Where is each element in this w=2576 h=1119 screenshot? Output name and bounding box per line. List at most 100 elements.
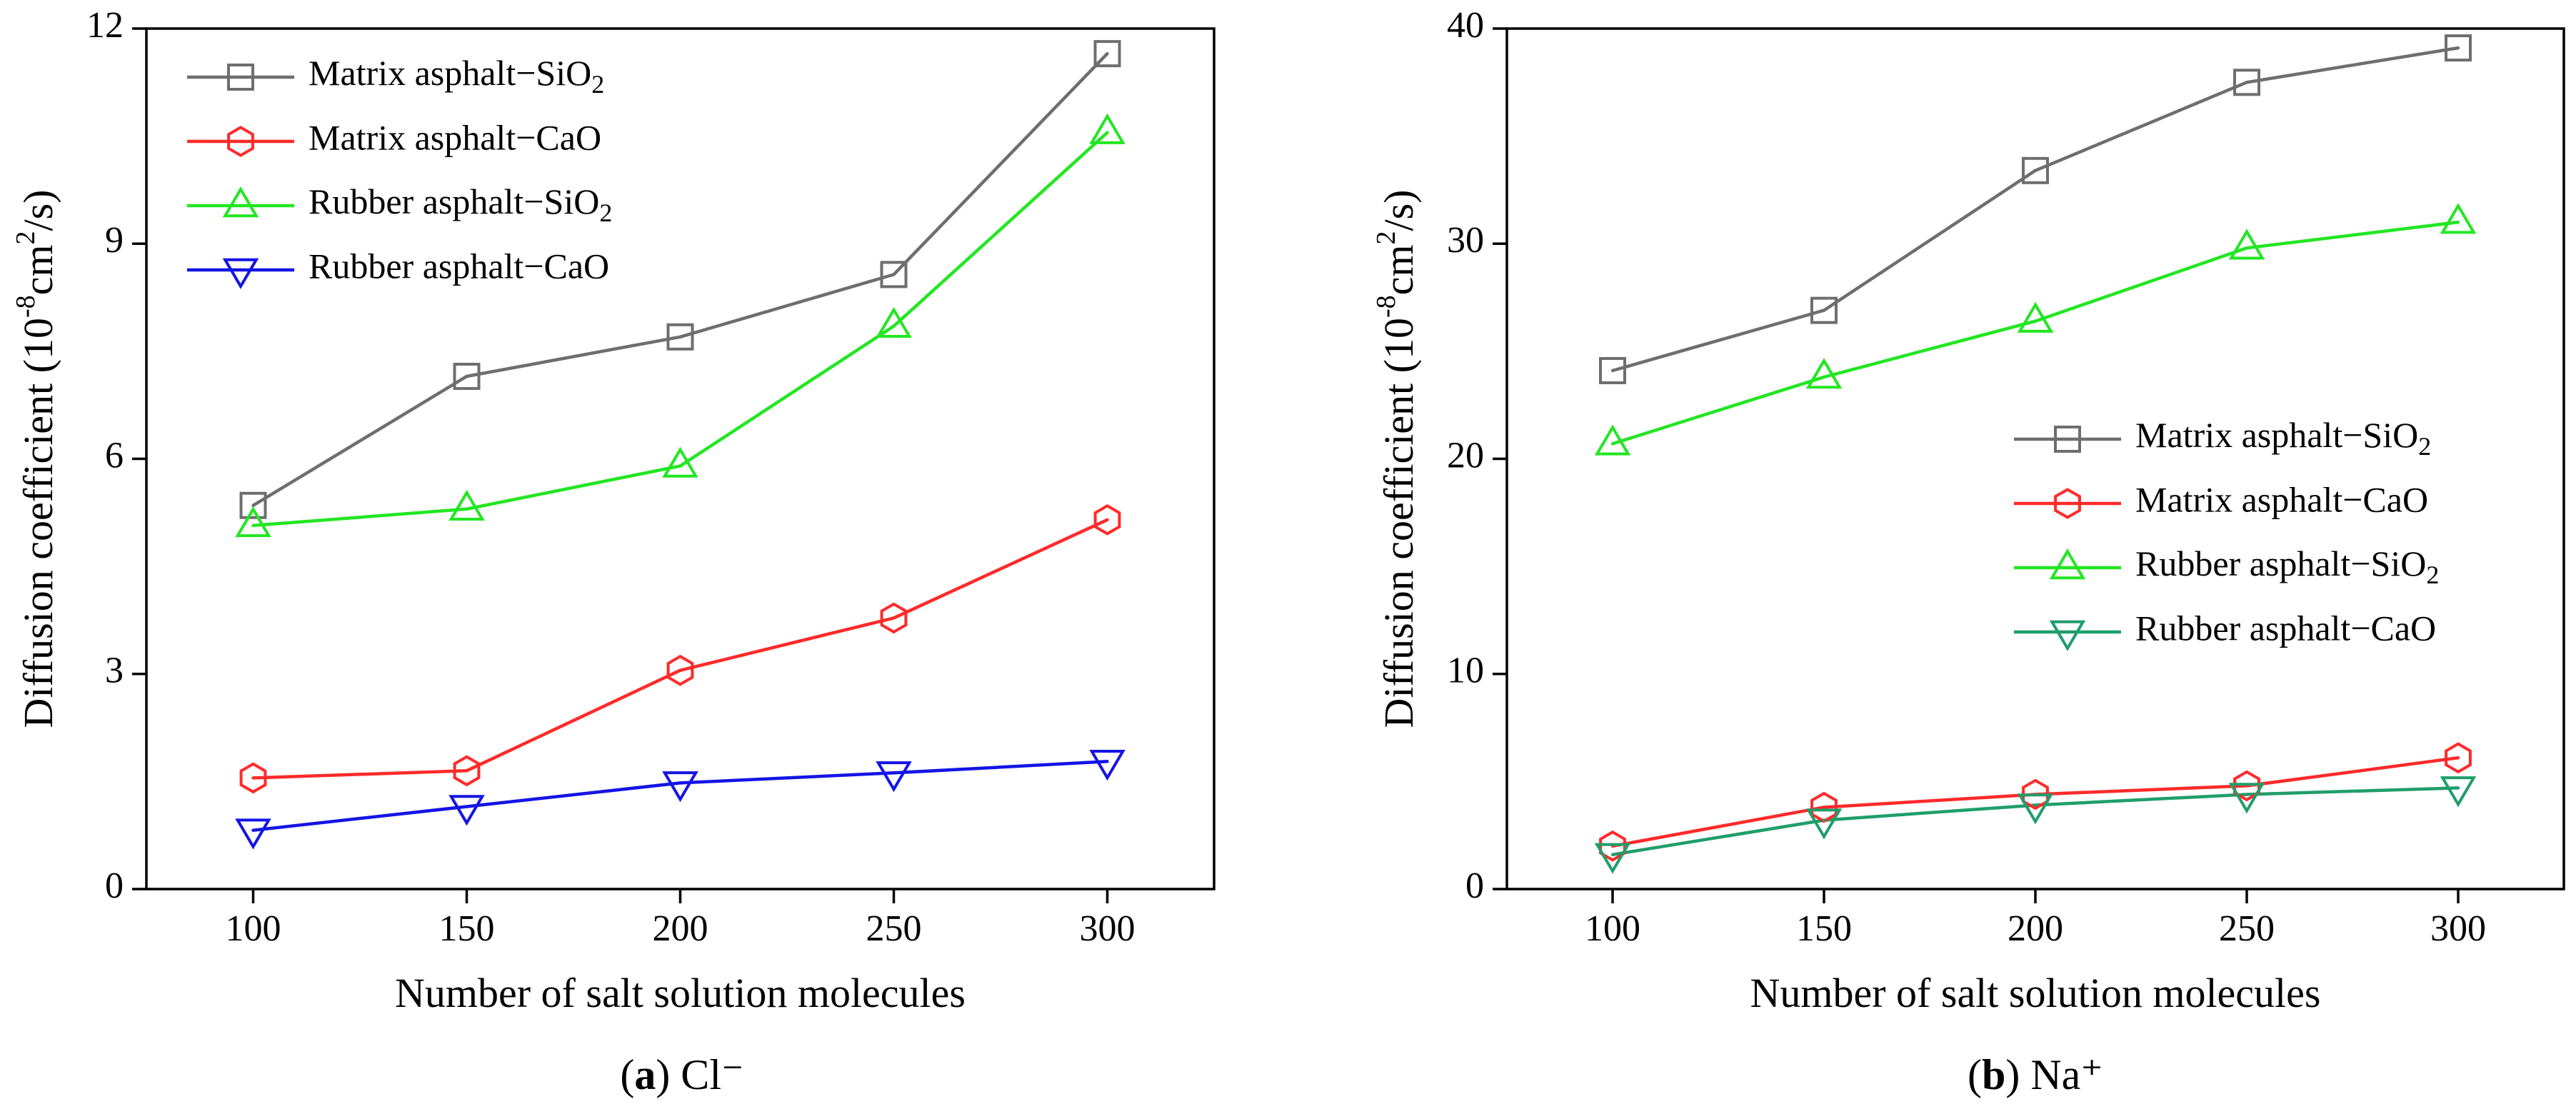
panel-b-series-3-point-1-center-dot (1822, 818, 1826, 822)
panel-a-y-tick-label-0: 0 (105, 865, 124, 906)
panel-a-legend: Matrix asphalt−SiO2 Matrix asphalt−CaO Rub… (187, 53, 612, 289)
panel-a-x-tick-label-2: 200 (653, 908, 708, 949)
panel-a-series-3-point-0-center-dot (251, 828, 255, 832)
panel-a-y-tick-label-2: 6 (105, 435, 124, 476)
panel-a-series-0-point-1 (453, 363, 481, 391)
panel-a-series-0-point-0-center-dot (251, 503, 255, 507)
panel-b-series-0-point-4-center-dot (2456, 46, 2460, 50)
panel-a-series-3-point-1-shape (448, 795, 485, 826)
panel-b-legend-marker-1 (2054, 488, 2081, 519)
panel-a-series-2-point-1-shape (448, 489, 485, 521)
panel-a-series-1-point-4 (1093, 503, 1121, 536)
panel-b-legend-marker-3-shape (2049, 620, 2086, 651)
panel-a-x-tick-label-0: 100 (226, 908, 281, 949)
panel-b-series-2-point-2 (2017, 301, 2054, 333)
panel-a-series-3-point-3-center-dot (892, 771, 896, 775)
panel-a-caption: (a) Cl⁻ (620, 1051, 743, 1098)
panel-b-series-2-point-4-center-dot (2456, 220, 2460, 224)
panel-a-series-0-point-4-shape (1093, 40, 1121, 68)
panel-b-series-2-point-1-shape (1805, 358, 1843, 389)
panel-b-series-3-point-4 (2440, 776, 2477, 808)
panel-b-series-2-point-3-shape (2228, 229, 2265, 260)
panel-b-series-3-point-2-center-dot (2033, 803, 2038, 807)
panel-b-y-tick-label-2: 20 (1447, 435, 1484, 476)
panel-b-x-tick-label-3: 250 (2219, 908, 2275, 949)
panel-a-series-3-point-4-shape (1089, 750, 1126, 781)
panel-b-series-3-point-2 (2017, 793, 2054, 825)
panel-b-series-2-point-0-shape (1594, 424, 1631, 456)
panel-b-series-0-point-3-center-dot (2245, 81, 2249, 84)
panel-a-series-0-point-2-center-dot (678, 335, 682, 338)
panel-b-series-3-point-0-shape (1594, 843, 1631, 874)
panel-a-series-1-point-1-center-dot (465, 769, 468, 773)
panel-b-series-2-point-0-center-dot (1610, 442, 1615, 446)
panel-a-x-tick-label-4: 300 (1080, 908, 1136, 949)
panel-b-series-3-point-1-shape (1805, 808, 1843, 840)
panel-a-plot-frame (145, 27, 1216, 890)
panel-b-legend-marker-2 (2049, 548, 2086, 580)
panel-a-series-0-point-3 (880, 261, 908, 288)
panel-a-series-2-point-0-shape (235, 506, 271, 538)
panel-b-series-3-point-0 (1594, 843, 1631, 874)
panel-a-series-2-point-4 (1089, 113, 1126, 144)
panel-a-legend-marker-0-center-dot (239, 75, 243, 79)
panel-b-legend-label-2: Rubber asphalt−SiO2 (2135, 543, 2439, 589)
panel-b-series-0-point-2-shape (2022, 156, 2049, 184)
panel-a-legend-label-2: Rubber asphalt−SiO2 (309, 181, 612, 227)
panel-a-series-2-point-3 (876, 306, 912, 338)
panel-b-series-0-point-4-shape (2445, 34, 2472, 62)
panel-b-series-3-point-3 (2228, 783, 2265, 814)
panel-a-series-1-point-0-center-dot (251, 776, 255, 780)
panel-b-legend-label-0: Matrix asphalt−SiO2 (2135, 415, 2431, 461)
panel-a-x-tick-label-1: 150 (439, 908, 495, 949)
panel-b-y-tick-label-3: 30 (1447, 220, 1484, 261)
panel-a-series-0-point-3-shape (880, 261, 908, 288)
panel-b-x-axis-title: Number of salt solution molecules (1750, 970, 2321, 1016)
panel-b-series-3-point-3-center-dot (2245, 793, 2249, 796)
panel-b-series-1-point-4-center-dot (2456, 756, 2460, 760)
panel-a-series-1-point-2-center-dot (678, 668, 682, 672)
panel-b-series-2-point-4-shape (2440, 203, 2477, 234)
panel-b-series-2-point-1-center-dot (1822, 375, 1826, 379)
panel-b-caption: (b) Na⁺ (1968, 1051, 2103, 1098)
panel-b-series-3-point-0-center-dot (1610, 853, 1615, 857)
panel-b-series-1-point-1-center-dot (1822, 806, 1826, 809)
panel-b-series-0-point-2 (2022, 156, 2049, 184)
panel-b-legend-marker-3-center-dot (2065, 630, 2070, 634)
panel-b-series-0-point-0-center-dot (1610, 368, 1615, 373)
panel-a-series-2-point-0-center-dot (251, 523, 255, 528)
panel-b-legend-marker-0-center-dot (2065, 437, 2070, 441)
panel-b-y-axis-title: Diffusion coefficient (10-8cm2/s) (1371, 190, 1423, 728)
panel-a-y-tick-label-1: 3 (105, 651, 124, 691)
panel-a-series-3-point-1 (448, 795, 485, 826)
panel-a-x-tick-label-3: 250 (866, 908, 922, 949)
panel-a-legend-marker-3-shape (222, 258, 259, 289)
panel-a-series-3-point-3-shape (876, 761, 912, 793)
panel-a-series-2-point-4-shape (1089, 113, 1126, 144)
panel-b-series-3-point-4-shape (2440, 776, 2477, 808)
panel-b-x-tick-label-2: 200 (2008, 908, 2063, 949)
panel-a-series-2-point-2-center-dot (678, 464, 682, 468)
panel-a-series-0-point-1-shape (453, 363, 481, 391)
panel-b-y-tick-label-4: 40 (1447, 5, 1484, 46)
panel-a-series-3-point-2 (662, 771, 698, 803)
panel-b-y-tick-label-1: 10 (1447, 651, 1484, 691)
panel-b-legend: Matrix asphalt−SiO2 Matrix asphalt−CaO Rub… (2014, 415, 2439, 651)
panel-a-series-1-line (253, 518, 1108, 780)
panel-a-series-2-point-2 (662, 446, 698, 478)
panel-a-series-2-point-1 (448, 489, 485, 521)
panel-a-legend-marker-3 (222, 258, 259, 289)
panel-a-series-3-point-0-shape (235, 818, 271, 850)
panel-b-legend-marker-1-center-dot (2065, 501, 2070, 506)
panel-a-legend-marker-2-shape (222, 186, 259, 218)
panel-a-series-0-point-3-center-dot (892, 273, 896, 276)
panel-a-series-2-point-3-shape (876, 306, 912, 338)
panel-a-x-axis-title: Number of salt solution molecules (395, 970, 966, 1016)
panel-a-y-tick-label-4: 12 (86, 5, 124, 46)
panel-a-series-1-point-3 (880, 602, 908, 634)
panel-a-legend-label-0: Matrix asphalt−SiO2 (309, 53, 604, 99)
panel-b-series-1-point-4 (2445, 742, 2472, 774)
panel-b-series-1-point-2-shape (2022, 778, 2049, 811)
panel-a-series-2-point-1-center-dot (465, 507, 468, 511)
panel-b-series-2-point-3-center-dot (2245, 246, 2249, 250)
